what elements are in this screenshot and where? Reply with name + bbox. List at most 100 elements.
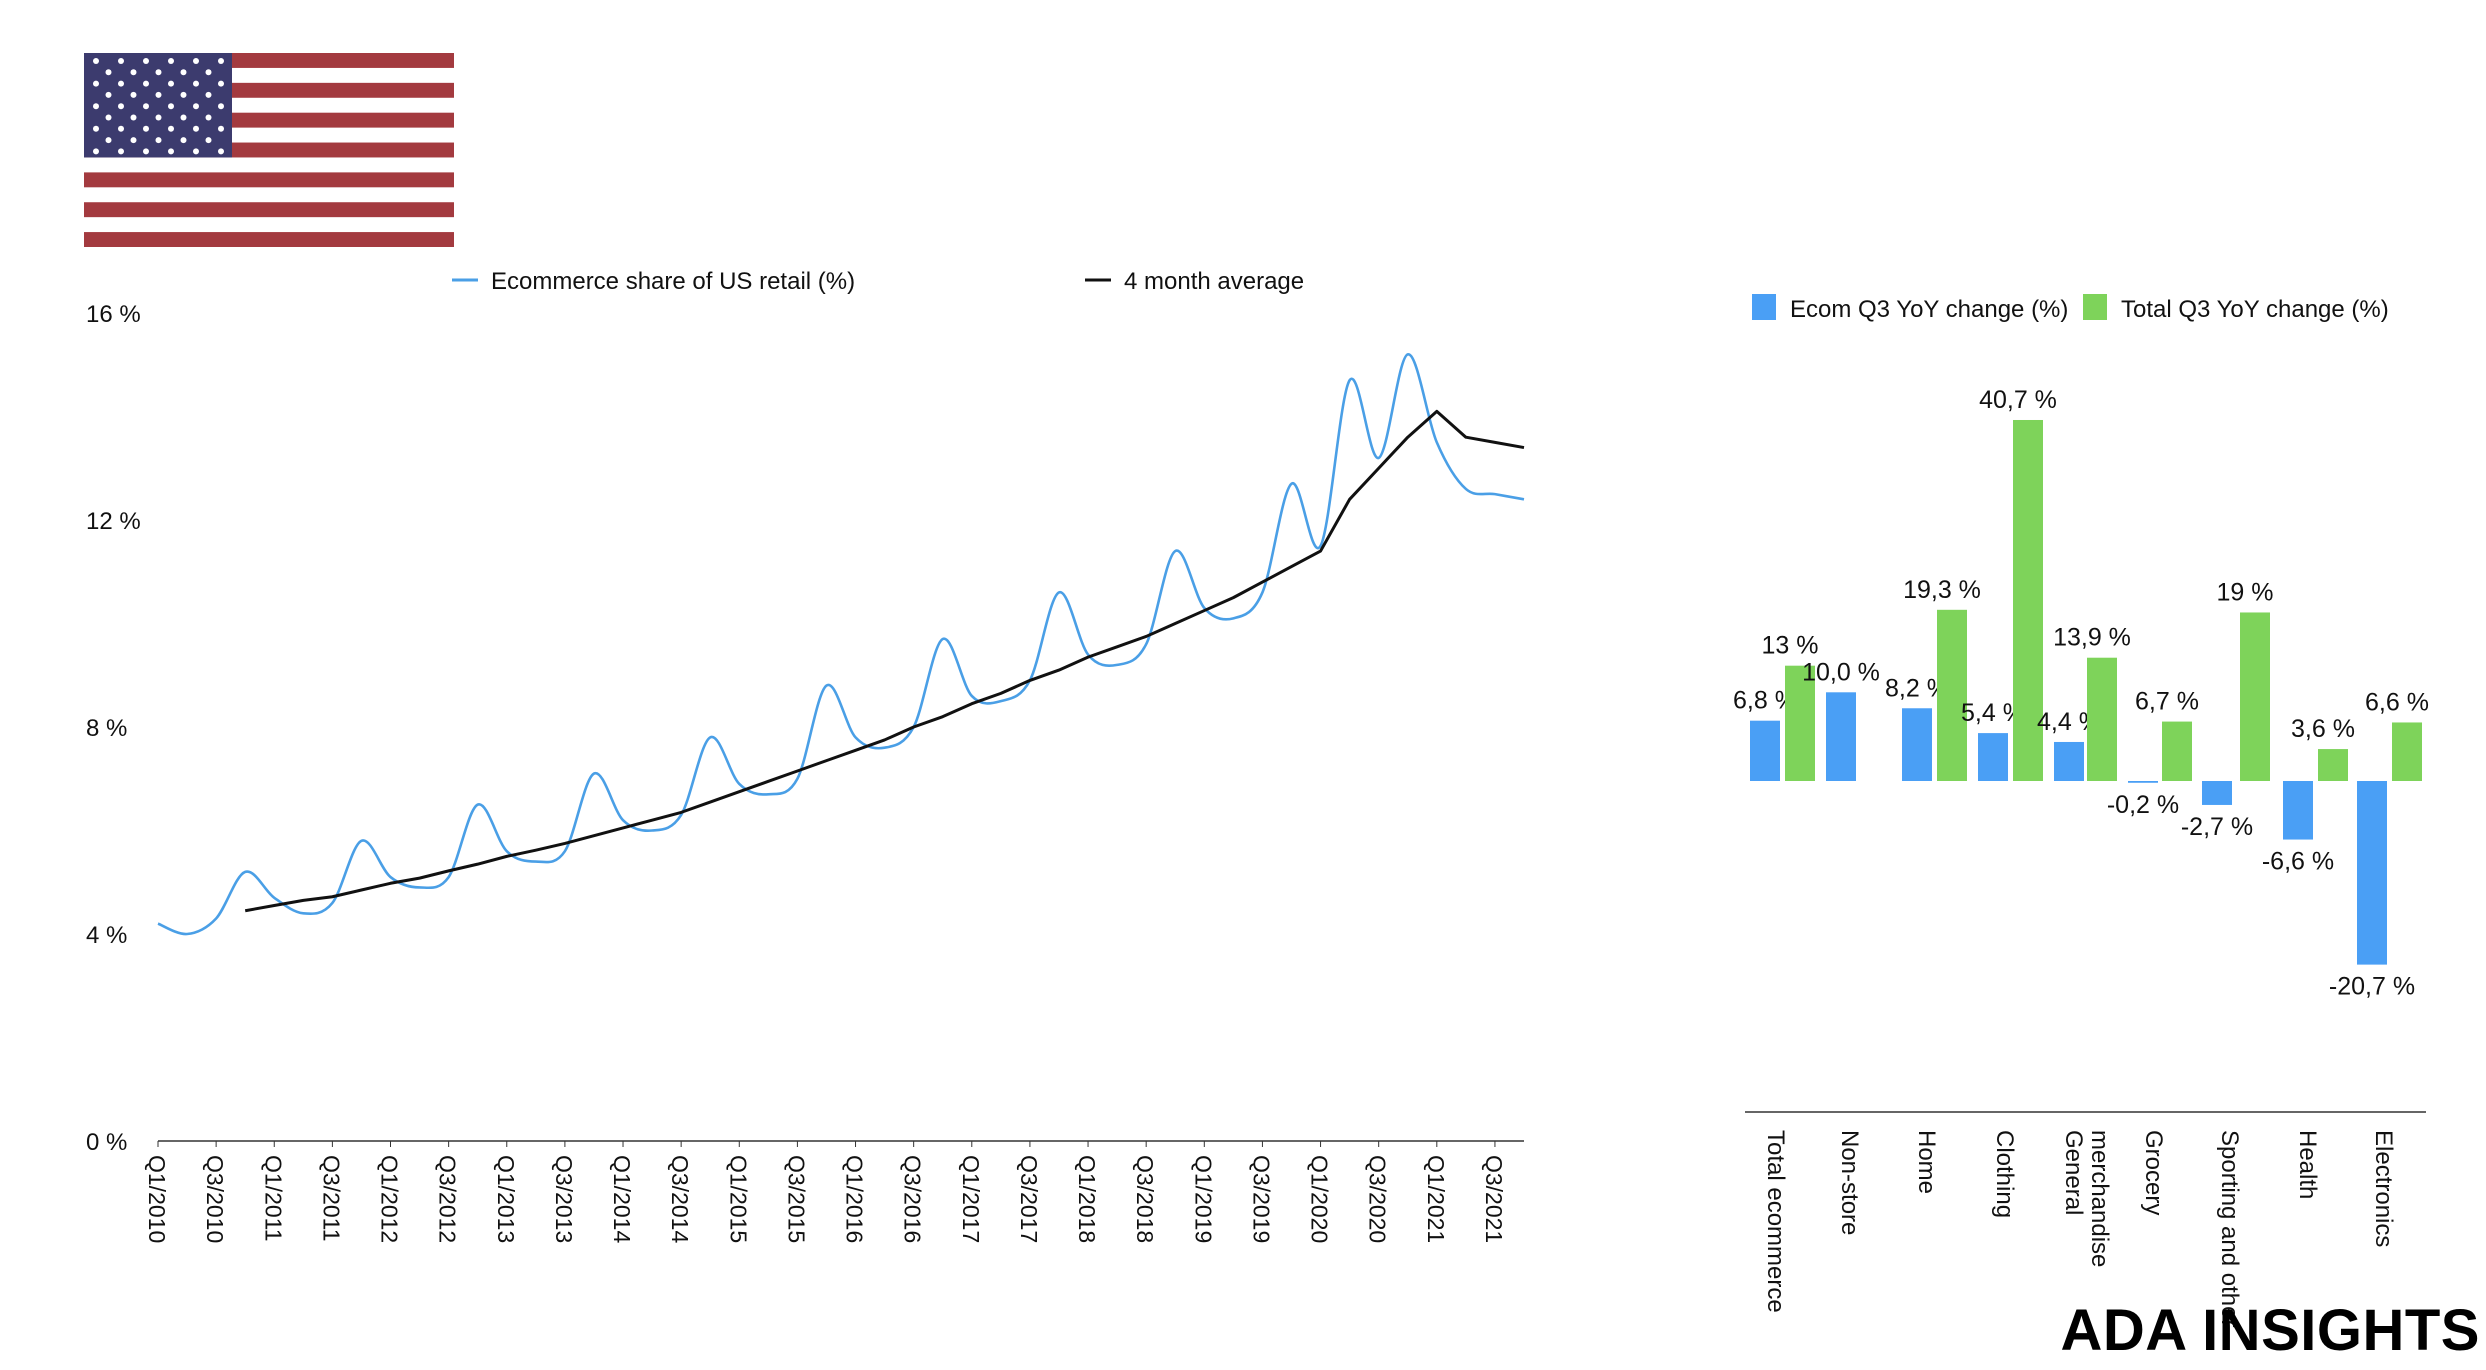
- brand-logo-text: ADA INSIGHTS: [2060, 1298, 2480, 1363]
- flag-star: [205, 69, 212, 76]
- x-tick-label: Q3/2020: [1365, 1155, 1391, 1243]
- bar-total: [2087, 657, 2117, 781]
- flag-star: [118, 80, 124, 87]
- category-label: Clothing: [1991, 1130, 2018, 1218]
- flag-star: [130, 69, 137, 76]
- category-label: Non-store: [1836, 1130, 1863, 1235]
- us-flag-icon: [84, 53, 454, 247]
- flag-star: [155, 69, 162, 76]
- data-label-total: 6,7 %: [2135, 688, 2199, 716]
- data-label-total: 19,3 %: [1903, 576, 1981, 604]
- x-tick-label: Q3/2013: [551, 1155, 577, 1243]
- bar-total: [2240, 612, 2270, 781]
- category-label: Health: [2294, 1130, 2321, 1199]
- legend-swatch: [1752, 294, 1776, 320]
- bar-ecom: [2283, 781, 2313, 840]
- flag-star: [193, 148, 199, 155]
- flag-star: [205, 114, 212, 121]
- x-tick-label: Q3/2017: [1016, 1155, 1042, 1243]
- x-tick-label: Q3/2021: [1481, 1155, 1507, 1243]
- x-tick-label: Q3/2012: [435, 1155, 461, 1243]
- flag-star: [130, 137, 137, 144]
- legend-label: Ecommerce share of US retail (%): [491, 268, 855, 295]
- flag-star: [205, 91, 212, 98]
- y-tick-label: 16 %: [86, 301, 141, 328]
- flag-star: [143, 58, 149, 64]
- x-tick-label: Q1/2020: [1307, 1155, 1333, 1243]
- flag-star: [180, 91, 187, 98]
- category-label: Total ecommerce: [1762, 1130, 1789, 1313]
- flag-star: [105, 91, 112, 98]
- category-label: merchandise: [2086, 1130, 2113, 1267]
- flag-star: [93, 58, 99, 64]
- x-tick-label: Q3/2019: [1248, 1155, 1274, 1243]
- legend-label: Total Q3 YoY change (%): [2121, 296, 2389, 323]
- y-tick-label: 8 %: [86, 715, 127, 742]
- flag-star: [205, 137, 212, 144]
- x-tick-label: Q1/2019: [1190, 1155, 1216, 1243]
- flag-star: [155, 91, 162, 98]
- bar-ecom: [2357, 781, 2387, 965]
- data-label-ecom: 10,0 %: [1802, 658, 1880, 686]
- data-label-total: 13,9 %: [2053, 624, 2131, 652]
- x-tick-label: Q1/2011: [260, 1155, 286, 1242]
- flag-star: [218, 80, 224, 87]
- flag-star: [143, 148, 149, 155]
- flag-star: [168, 58, 174, 64]
- category-label: Electronics: [2370, 1130, 2397, 1247]
- flag-stripe: [84, 232, 454, 247]
- bar-ecom: [2054, 741, 2084, 781]
- flag-star: [105, 114, 112, 121]
- data-label-ecom: -2,7 %: [2181, 813, 2253, 841]
- flag-star: [118, 103, 124, 110]
- flag-star: [193, 80, 199, 87]
- category-label: Grocery: [2140, 1130, 2167, 1215]
- flag-star: [180, 114, 187, 121]
- flag-star: [193, 125, 199, 132]
- x-tick-label: Q3/2016: [900, 1155, 926, 1243]
- bar-total: [2318, 749, 2348, 781]
- x-tick-label: Q3/2015: [783, 1155, 809, 1243]
- bar-total: [2013, 419, 2043, 781]
- x-tick-label: Q1/2015: [725, 1155, 751, 1243]
- data-label-total: 13 %: [1762, 632, 1819, 660]
- flag-stripe: [84, 172, 454, 188]
- flag-star: [143, 125, 149, 132]
- x-tick-label: Q3/2014: [667, 1155, 693, 1243]
- data-label-ecom: -20,7 %: [2329, 973, 2415, 1001]
- category-label: General: [2060, 1130, 2087, 1215]
- flag-star: [93, 125, 99, 132]
- flag-star: [180, 137, 187, 144]
- flag-star: [168, 148, 174, 155]
- legend-label: 4 month average: [1124, 268, 1304, 295]
- flag-star: [168, 125, 174, 132]
- x-tick-label: Q3/2018: [1132, 1155, 1158, 1243]
- bar-ecom: [2128, 781, 2158, 783]
- flag-star: [193, 103, 199, 110]
- flag-star: [143, 80, 149, 87]
- x-tick-label: Q1/2010: [144, 1155, 170, 1243]
- flag-star: [130, 114, 137, 121]
- bar-ecom: [1750, 720, 1780, 781]
- flag-star: [105, 137, 112, 144]
- x-tick-label: Q1/2012: [377, 1155, 403, 1243]
- ecommerce-share-line-chart: 0 % 4 % 8 % 12 % 16 % Q1/2010 Q3/2010 Q1/2011 Q3…: [86, 268, 1525, 1243]
- x-tick-label: Q3/2010: [202, 1155, 228, 1243]
- flag-star: [155, 114, 162, 121]
- legend-label: Ecom Q3 YoY change (%): [1790, 296, 2068, 323]
- data-label-total: 3,6 %: [2291, 715, 2355, 743]
- bar-total: [2162, 721, 2192, 781]
- flag-star: [118, 58, 124, 64]
- flag-star: [218, 148, 224, 155]
- flag-star: [155, 137, 162, 144]
- data-label-total: 19 %: [2217, 578, 2274, 606]
- data-label-ecom: -6,6 %: [2262, 848, 2334, 876]
- x-tick-label: Q1/2013: [493, 1155, 519, 1243]
- bar-total: [1937, 609, 1967, 781]
- data-label-total: 40,7 %: [1979, 386, 2057, 414]
- flag-star: [130, 91, 137, 98]
- bar-total: [1785, 665, 1815, 781]
- data-label-total: 6,6 %: [2365, 688, 2429, 716]
- bar-ecom: [2202, 781, 2232, 805]
